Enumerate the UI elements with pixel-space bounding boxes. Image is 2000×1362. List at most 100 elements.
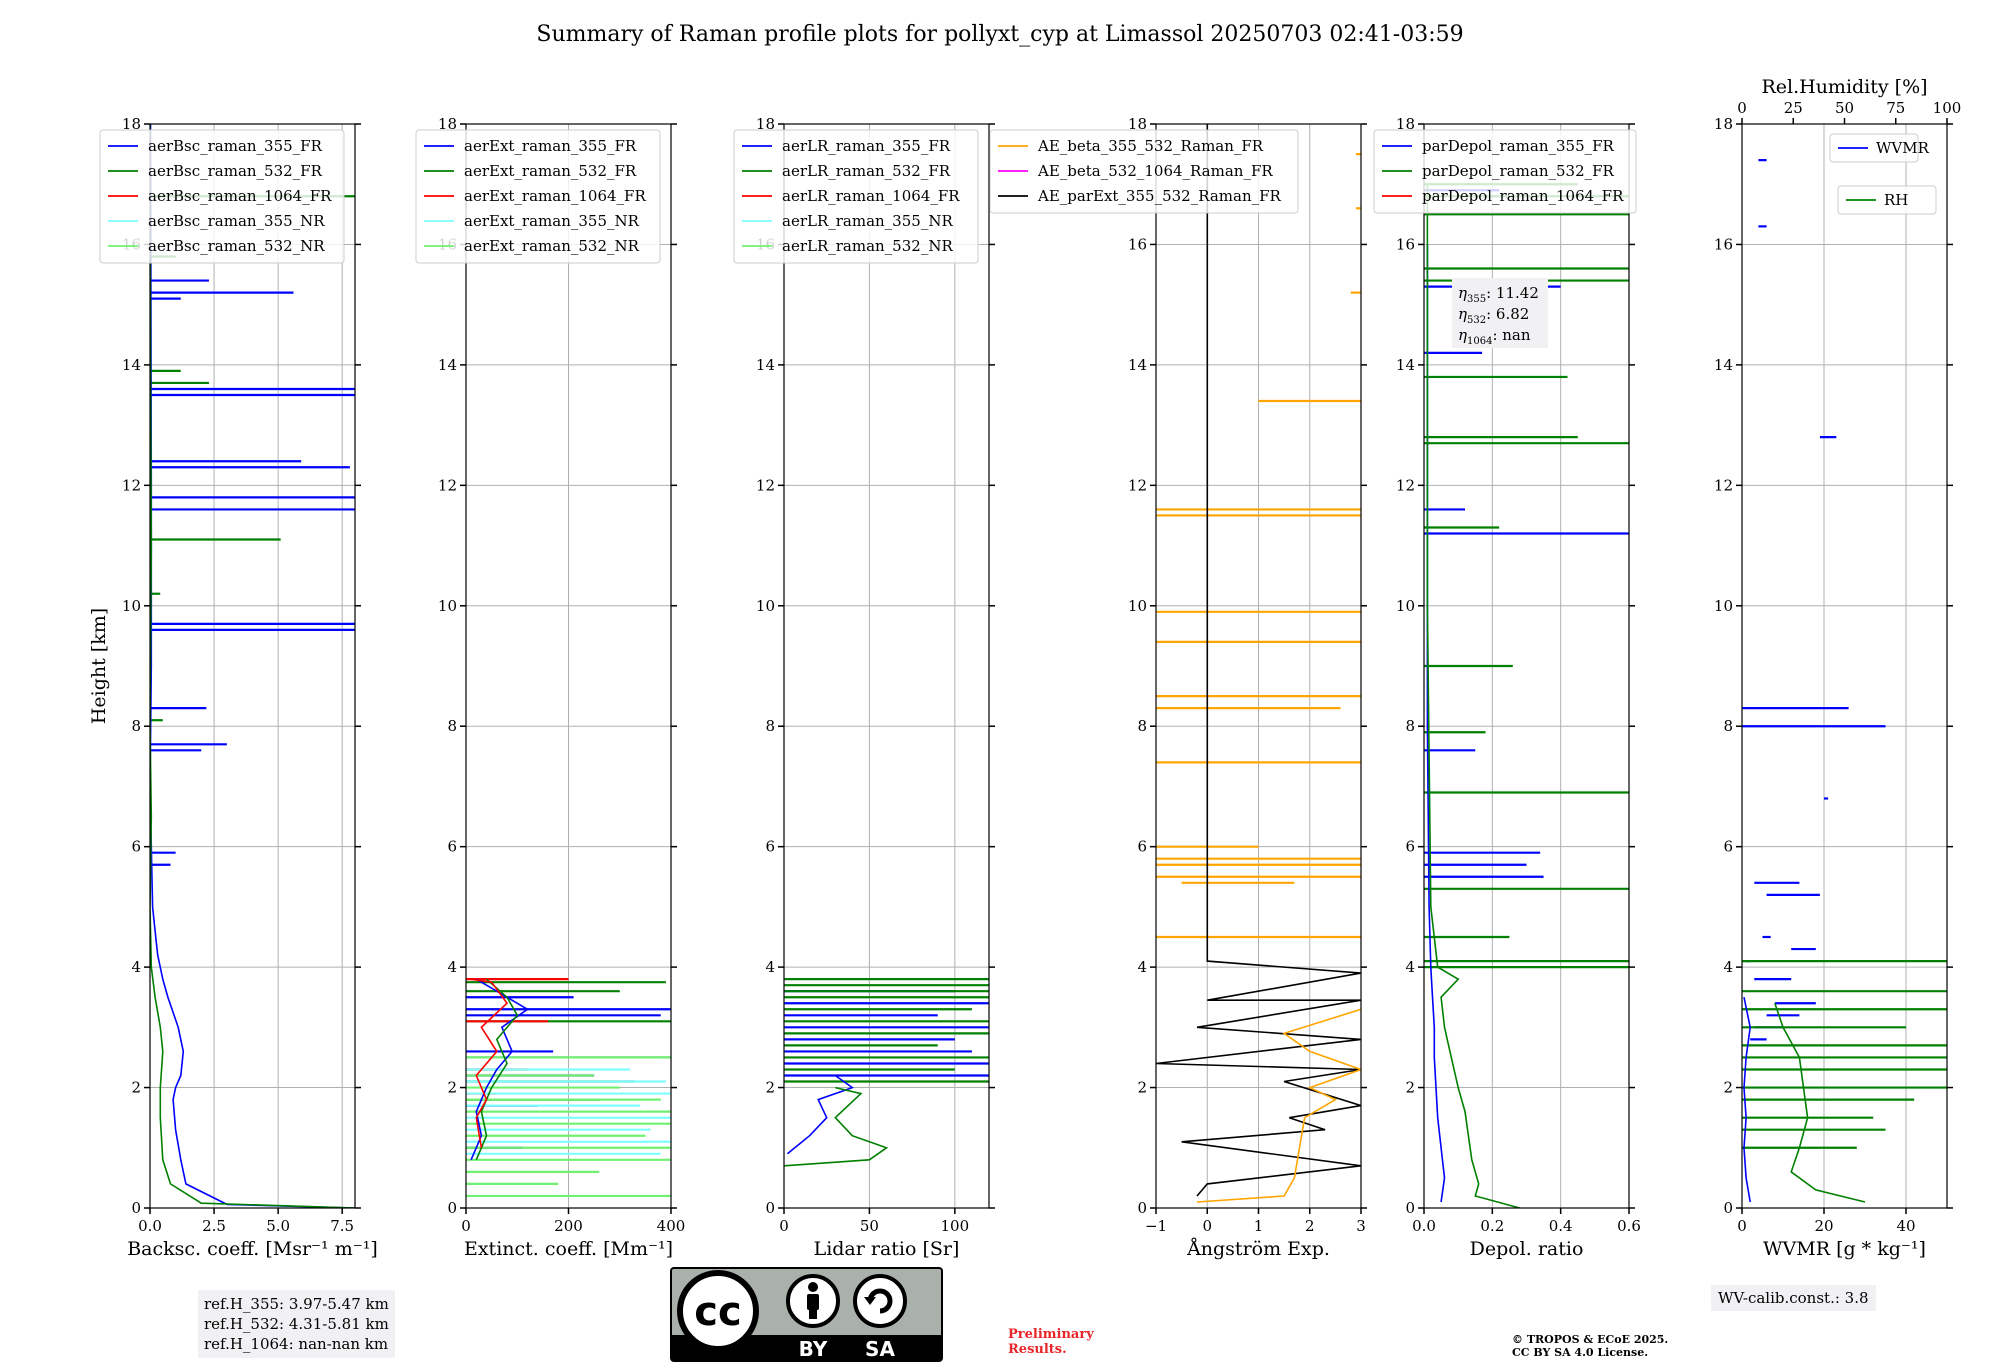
ytick-label: 12	[1396, 476, 1415, 494]
series-line	[150, 124, 355, 1208]
refh-532: ref.H_532: 4.31-5.81 km	[204, 1315, 389, 1333]
series-line	[470, 978, 509, 1148]
preliminary-note: Preliminary Results.	[1008, 1327, 1094, 1357]
xtick-label: 0	[461, 1217, 471, 1235]
ytick-label: 2	[765, 1079, 775, 1097]
ytick-label: 10	[122, 597, 141, 615]
ytick-label: 0	[131, 1199, 141, 1217]
top-xtick-label: 25	[1784, 99, 1803, 117]
series-line	[475, 978, 519, 1161]
series-line	[1426, 244, 1446, 1203]
xtick-label: 0	[1202, 1217, 1212, 1235]
ytick-label: 12	[122, 476, 141, 494]
ytick-label: 14	[756, 356, 775, 374]
data-layer	[1156, 124, 1361, 1203]
legend-label: aerBsc_raman_355_NR	[148, 212, 325, 230]
ytick-label: 8	[1137, 717, 1147, 735]
ytick-label: 8	[765, 717, 775, 735]
ytick-label: 2	[447, 1079, 457, 1097]
ytick-label: 8	[131, 717, 141, 735]
xaxis-label: WVMR [g * kg⁻¹]	[1763, 1238, 1926, 1260]
ytick-label: 2	[131, 1079, 141, 1097]
reference-height-box: ref.H_355: 3.97-5.47 km ref.H_532: 4.31-…	[198, 1290, 395, 1358]
copyright-note: © TROPOS & ECoE 2025. CC BY SA 4.0 Licen…	[1512, 1333, 1668, 1359]
series-line	[1196, 1008, 1361, 1203]
ytick-label: 10	[1714, 597, 1733, 615]
legend-label: aerExt_raman_532_FR	[464, 162, 637, 180]
ytick-label: 14	[438, 356, 457, 374]
legend-frame	[1829, 133, 1919, 163]
xtick-label: 50	[860, 1217, 879, 1235]
xtick-label: 0	[1737, 1217, 1747, 1235]
legend-label: aerExt_raman_1064_FR	[464, 187, 646, 205]
copyright-line-1: © TROPOS & ECoE 2025.	[1512, 1333, 1669, 1346]
axes-frame	[149, 123, 356, 1209]
eta-532: η532: 6.82	[1458, 305, 1529, 326]
ytick-label: 10	[1396, 597, 1415, 615]
legend: AE_beta_355_532_Raman_FR AE_beta_532_1064…	[989, 129, 1299, 214]
xtick-label: 100	[941, 1217, 970, 1235]
annotation-box	[1452, 278, 1548, 348]
series-line	[1743, 997, 1752, 1203]
legend-frame	[733, 129, 979, 264]
figure-title: Summary of Raman profile plots for polly…	[536, 22, 1464, 47]
ytick-label: 8	[1405, 717, 1415, 735]
legend-frame	[1837, 185, 1937, 215]
ytick-label: 14	[1714, 356, 1733, 374]
series-line	[150, 124, 355, 1208]
series-line	[786, 1074, 855, 1155]
y-axis-label: Height [km]	[88, 608, 110, 724]
legend-label: AE_beta_532_1064_Raman_FR	[1037, 162, 1273, 180]
xtick-label: 0	[779, 1217, 789, 1235]
top-xtick-label: 100	[1933, 99, 1962, 117]
legend-label: WVMR	[1876, 139, 1930, 157]
xtick-label: 20	[1814, 1217, 1833, 1235]
ytick-label: 10	[438, 597, 457, 615]
ytick-label: 14	[122, 356, 141, 374]
xtick-label: 0.4	[1549, 1217, 1573, 1235]
data-layer	[784, 978, 989, 1167]
ytick-label: 6	[447, 838, 457, 856]
ytick-label: 4	[1723, 958, 1733, 976]
ytick-label: 4	[1137, 958, 1147, 976]
wv-calibration-box: WV-calib.const.: 3.8	[1711, 1285, 1876, 1311]
ytick-label: 4	[1405, 958, 1415, 976]
legend-label: aerBsc_raman_355_FR	[148, 137, 323, 155]
ytick-label: 0	[1137, 1199, 1147, 1217]
ytick-label: 12	[438, 476, 457, 494]
refh-355: ref.H_355: 3.97-5.47 km	[204, 1295, 389, 1313]
ytick-label: 16	[1714, 235, 1733, 253]
legend-label: aerLR_raman_532_NR	[782, 237, 953, 255]
ytick-label: 0	[1405, 1199, 1415, 1217]
legend: aerExt_raman_355_FR aerExt_raman_532_FRae…	[415, 129, 661, 264]
legend-label: parDepol_raman_532_FR	[1422, 162, 1615, 180]
ytick-label: 4	[447, 958, 457, 976]
xaxis-label: Backsc. coeff. [Msr⁻¹ m⁻¹]	[127, 1238, 378, 1260]
xtick-label: 5.0	[266, 1217, 290, 1235]
ytick-label: 8	[447, 717, 457, 735]
series-line	[1426, 184, 1520, 1208]
xtick-label: 2.5	[202, 1217, 226, 1235]
series-line	[470, 978, 529, 1161]
series-line	[784, 1086, 889, 1167]
xtick-label: 400	[657, 1217, 686, 1235]
ytick-label: 12	[756, 476, 775, 494]
xtick-label: 1	[1254, 1217, 1264, 1235]
panel-lr: 024681012141618050100Lidar ratio [Sr]aer…	[733, 115, 995, 1260]
ytick-label: 6	[131, 838, 141, 856]
axes-frame	[783, 123, 990, 1209]
legend-frame	[989, 129, 1299, 214]
xtick-label: 2	[1305, 1217, 1315, 1235]
legend-label: aerBsc_raman_1064_FR	[148, 187, 332, 205]
data-layer	[1742, 159, 1947, 1203]
legend-label: parDepol_raman_1064_FR	[1422, 187, 1624, 205]
sa-label: SA	[865, 1337, 895, 1361]
xtick-label: 3	[1356, 1217, 1366, 1235]
xtick-label: −1	[1145, 1217, 1167, 1235]
top-xtick-label: 75	[1886, 99, 1905, 117]
xtick-label: 0.6	[1617, 1217, 1641, 1235]
legend-wvmr: WVMR	[1829, 133, 1930, 163]
legend-label: aerExt_raman_355_NR	[464, 212, 640, 230]
legend-frame	[415, 129, 661, 264]
